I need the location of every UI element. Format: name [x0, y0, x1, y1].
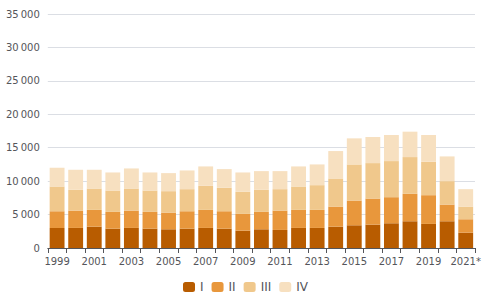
svg-text:2009: 2009: [230, 256, 255, 267]
svg-text:1999: 1999: [44, 256, 69, 267]
svg-text:2015: 2015: [342, 256, 367, 267]
svg-text:2011: 2011: [267, 256, 292, 267]
svg-text:20 000: 20 000: [6, 109, 40, 120]
svg-text:15 000: 15 000: [6, 142, 40, 153]
svg-text:II: II: [229, 280, 236, 294]
svg-text:10 000: 10 000: [6, 176, 40, 187]
svg-text:2017: 2017: [379, 256, 404, 267]
svg-text:2013: 2013: [304, 256, 329, 267]
svg-text:5 000: 5 000: [12, 209, 39, 220]
svg-text:IV: IV: [296, 280, 309, 294]
svg-text:III: III: [261, 280, 272, 294]
svg-text:2021*: 2021*: [450, 256, 480, 267]
svg-text:2001: 2001: [82, 256, 107, 267]
svg-text:30 000: 30 000: [6, 42, 40, 53]
svg-text:25 000: 25 000: [6, 75, 40, 86]
svg-text:2003: 2003: [119, 256, 144, 267]
svg-text:2005: 2005: [156, 256, 181, 267]
svg-text:0: 0: [33, 243, 39, 254]
svg-text:35 000: 35 000: [6, 9, 40, 20]
svg-text:2019: 2019: [416, 256, 441, 267]
svg-text:2007: 2007: [193, 256, 218, 267]
svg-text:I: I: [200, 280, 204, 294]
